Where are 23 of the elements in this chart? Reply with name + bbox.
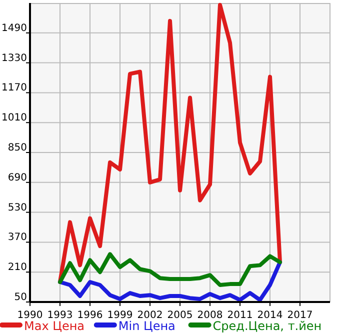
x-tick-label: 2011 (227, 310, 253, 321)
y-tick-label: 1490 (2, 22, 27, 34)
x-tick-label: 1993 (47, 310, 73, 321)
y-tick-label: 1170 (2, 82, 27, 94)
y-tick-label: 50 (14, 292, 27, 303)
y-tick-label: 1010 (2, 112, 27, 124)
x-tick-label: 1990 (17, 310, 43, 321)
legend-label: Сред.Цена, т.йен (212, 319, 322, 333)
legend-label: Min Цена (118, 319, 176, 333)
x-tick-label: 1999 (107, 310, 133, 321)
x-tick-label: 1996 (77, 310, 103, 321)
y-tick-label: 690 (8, 172, 27, 184)
legend-label: Max Цена (24, 319, 85, 333)
y-tick-label: 370 (8, 232, 27, 244)
x-tick-label: 2002 (137, 310, 163, 321)
y-tick-label: 210 (8, 262, 27, 274)
x-tick-label: 2008 (197, 310, 223, 321)
x-tick-label: 2014 (257, 310, 283, 321)
y-tick-label: 1330 (2, 52, 27, 64)
y-tick-label: 850 (8, 142, 27, 154)
x-tick-label: 2017 (287, 310, 313, 321)
x-tick-label: 2005 (167, 310, 193, 321)
y-tick-label: 530 (8, 202, 27, 214)
